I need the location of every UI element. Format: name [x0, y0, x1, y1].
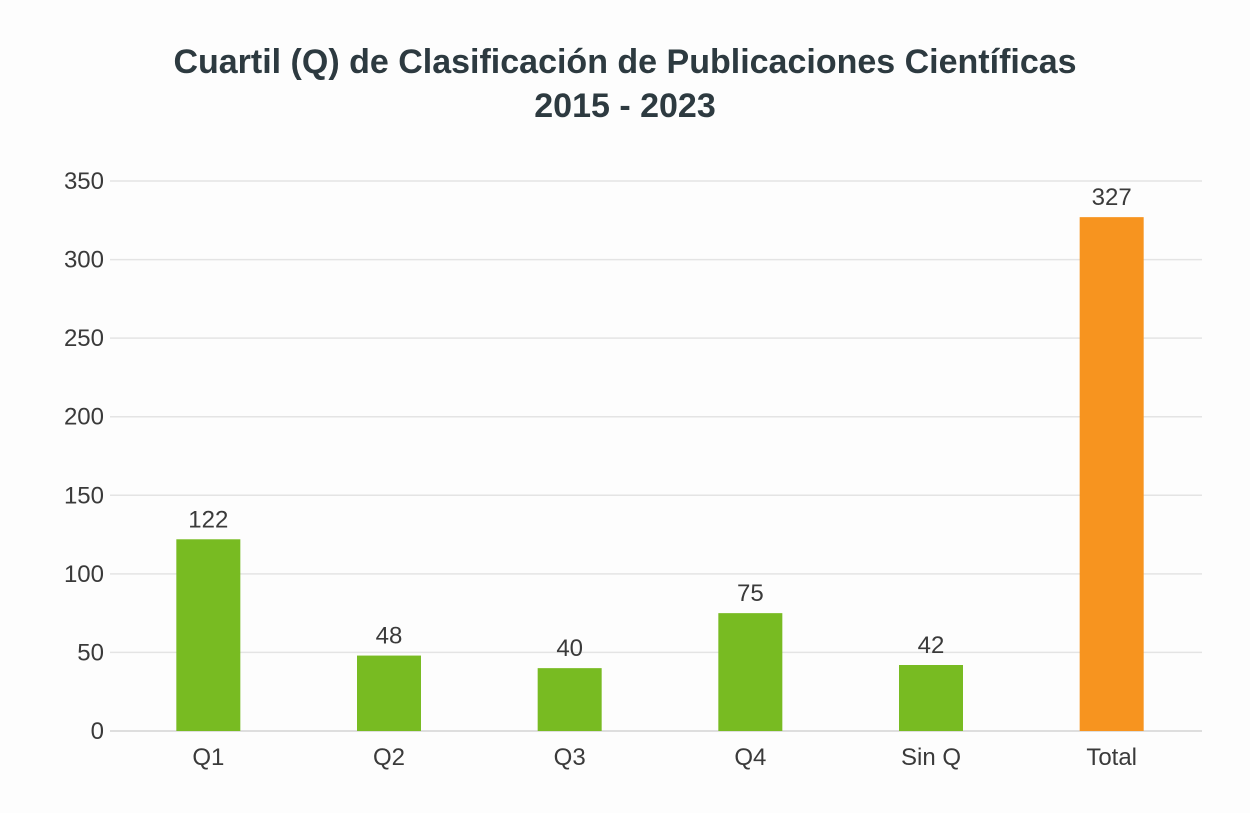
x-tick-label: Total — [1086, 744, 1137, 771]
x-tick-label: Q4 — [734, 744, 766, 771]
data-label: 40 — [556, 635, 583, 662]
chart-title: Cuartil (Q) de Clasificación de Publicac… — [0, 40, 1250, 128]
data-label: 327 — [1092, 184, 1132, 211]
y-tick-label: 300 — [64, 247, 104, 274]
bar-q3 — [537, 668, 602, 731]
gridlines — [110, 180, 1202, 732]
x-tick-label: Q2 — [373, 744, 405, 771]
x-tick-label: Q3 — [554, 744, 586, 771]
y-tick-label: 150 — [64, 482, 104, 509]
y-tick-label: 100 — [64, 561, 104, 588]
data-label: 122 — [188, 506, 228, 533]
bar-q2 — [357, 655, 421, 731]
bar-total — [1079, 217, 1144, 732]
bar-sin-q — [899, 665, 963, 731]
bar-q4 — [718, 613, 783, 731]
y-tick-label: 0 — [91, 718, 104, 745]
chart-subtitle: 2015 - 2023 — [534, 87, 716, 125]
y-axis: 0 50 100 150 200 250 300 350 — [64, 168, 104, 745]
chart-title-main: Cuartil (Q) de Clasificación de Publicac… — [173, 43, 1077, 81]
bar-q1 — [176, 539, 241, 731]
y-tick-label: 50 — [77, 639, 104, 666]
x-tick-label: Q1 — [192, 744, 224, 771]
bars — [176, 217, 1144, 732]
x-axis: Q1 Q2 Q3 Q4 Sin Q Total — [192, 744, 1137, 771]
data-label: 42 — [918, 632, 945, 659]
data-labels: 122 48 40 75 42 327 — [188, 184, 1131, 662]
y-tick-label: 250 — [64, 325, 104, 352]
y-tick-label: 200 — [64, 404, 104, 431]
y-tick-label: 350 — [64, 168, 104, 195]
data-label: 48 — [376, 623, 403, 650]
x-tick-label: Sin Q — [901, 744, 961, 771]
data-label: 75 — [737, 580, 764, 607]
